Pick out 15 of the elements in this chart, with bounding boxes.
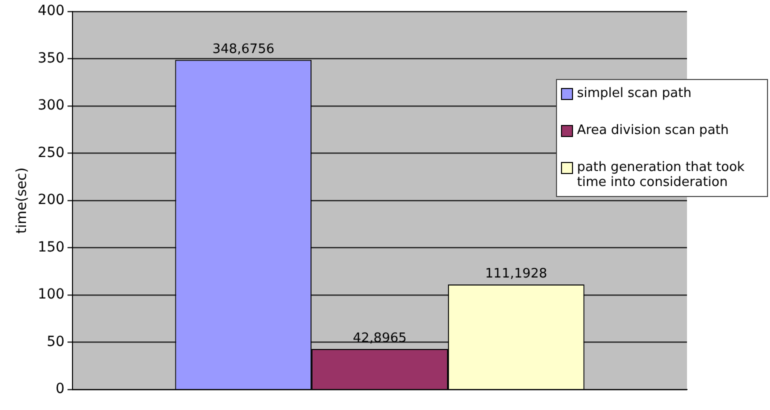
y-tick-label: 150 [38, 239, 65, 256]
y-tick-label: 0 [56, 381, 65, 398]
y-axis-title: time(sec) [14, 167, 30, 234]
y-tick-label: 250 [38, 144, 65, 161]
y-tick-label: 100 [38, 286, 65, 303]
legend-label: Area division scan path [577, 123, 729, 138]
y-tick-label: 50 [46, 334, 65, 350]
y-tick-label: 400 [38, 3, 65, 20]
legend-label: simplel scan path [577, 86, 692, 102]
data-label: 111,1928 [485, 266, 548, 282]
data-label: 348,6756 [212, 42, 274, 57]
y-tick-label: 300 [38, 98, 65, 114]
y-tick-label: 350 [38, 50, 65, 66]
legend-label: path generation that took time into consideration [577, 160, 746, 190]
y-tick-label: 200 [38, 192, 65, 208]
